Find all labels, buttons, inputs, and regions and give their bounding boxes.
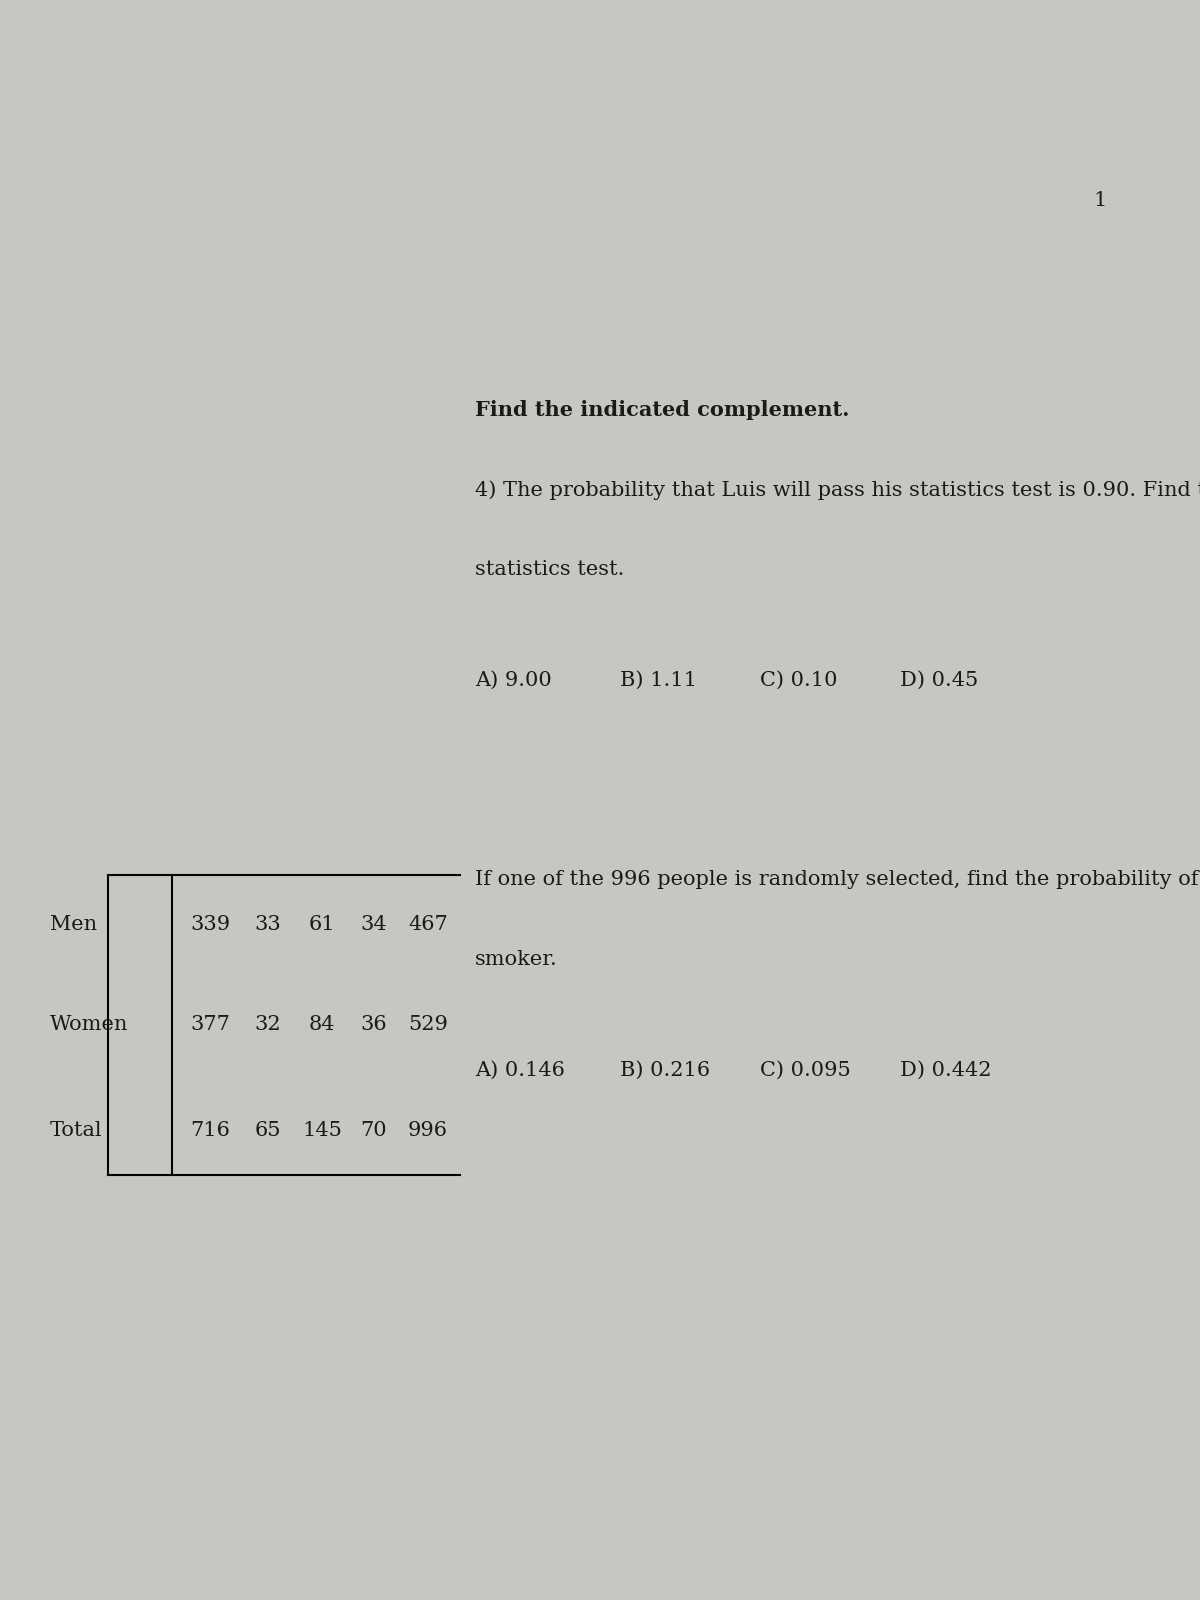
Text: C) 0.10: C) 0.10: [760, 670, 838, 690]
Text: If one of the 996 people is randomly selected, find the probability of getting a: If one of the 996 people is randomly sel…: [475, 870, 1200, 890]
Text: 716: 716: [190, 1120, 230, 1139]
Text: statistics test.: statistics test.: [475, 560, 624, 579]
Text: D) 0.442: D) 0.442: [900, 1061, 991, 1080]
Text: 145: 145: [302, 1120, 342, 1139]
Text: 33: 33: [254, 915, 281, 934]
Text: A) 9.00: A) 9.00: [475, 670, 552, 690]
Text: Find the indicated complement.: Find the indicated complement.: [475, 400, 850, 419]
Text: smoker.: smoker.: [475, 950, 558, 970]
Text: 61: 61: [308, 915, 335, 934]
Text: 65: 65: [254, 1120, 281, 1139]
Text: 377: 377: [190, 1016, 230, 1035]
Text: 529: 529: [408, 1016, 448, 1035]
Text: Total: Total: [50, 1120, 103, 1139]
Text: B) 0.216: B) 0.216: [620, 1061, 710, 1080]
Text: Women: Women: [50, 1016, 128, 1035]
Text: 36: 36: [361, 1016, 388, 1035]
Text: 339: 339: [190, 915, 230, 934]
Text: B) 1.11: B) 1.11: [620, 670, 697, 690]
Text: 467: 467: [408, 915, 448, 934]
Text: 1: 1: [1093, 190, 1106, 210]
Text: 996: 996: [408, 1120, 448, 1139]
Text: D) 0.45: D) 0.45: [900, 670, 978, 690]
Text: C) 0.095: C) 0.095: [760, 1061, 851, 1080]
Text: 32: 32: [254, 1016, 281, 1035]
Text: 84: 84: [308, 1016, 335, 1035]
Text: 70: 70: [361, 1120, 388, 1139]
Text: Men: Men: [50, 915, 97, 934]
Text: 4) The probability that Luis will pass his statistics test is 0.90. Find the pro: 4) The probability that Luis will pass h…: [475, 480, 1200, 499]
Text: A) 0.146: A) 0.146: [475, 1061, 565, 1080]
Text: 34: 34: [361, 915, 388, 934]
